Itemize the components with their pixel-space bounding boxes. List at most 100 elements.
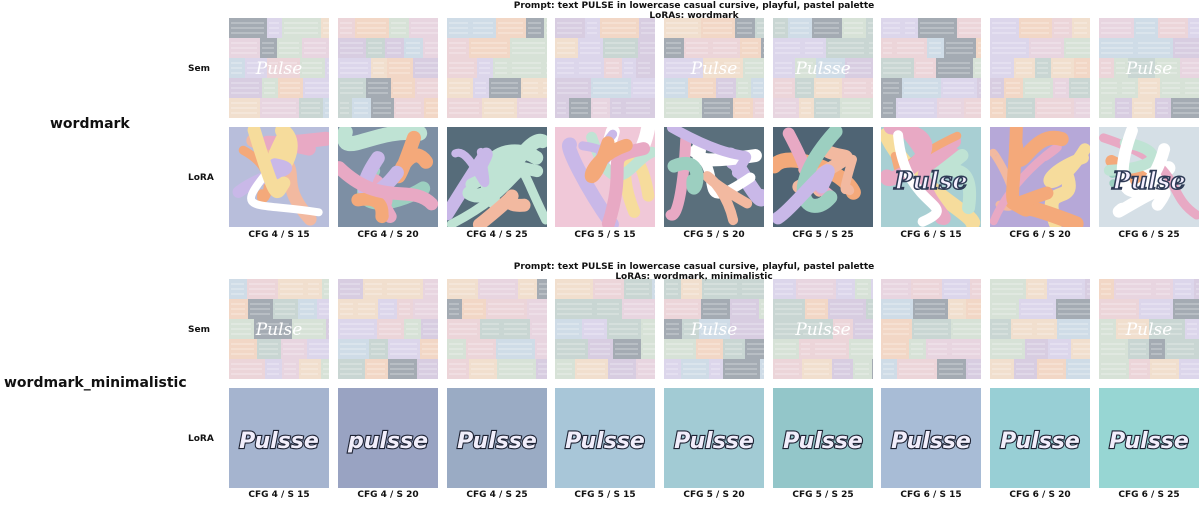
lora-image-wordmark_minimalistic-6: Pulsse [773, 388, 873, 488]
generated-image [555, 127, 655, 227]
column-label-2-5: CFG 5 / S 20 [660, 490, 768, 500]
sem-image-wordmark-1: Pulse [229, 18, 329, 118]
generated-image: pulsse [338, 388, 438, 488]
column-label-2-2: CFG 4 / S 20 [334, 490, 442, 500]
generated-image [664, 127, 764, 227]
generated-image [990, 279, 1090, 379]
generated-image: Pulsse [773, 279, 873, 379]
column-label-1-8: CFG 6 / S 20 [986, 230, 1094, 240]
row-label-sem-2: Sem [188, 325, 210, 335]
tile-word: Pulsse [565, 429, 645, 454]
generated-image [773, 127, 873, 227]
generated-image: Pulsse [990, 388, 1090, 488]
sem-image-wordmark-5: Pulse [664, 18, 764, 118]
sem-image-wordmark-6: Pulsse [773, 18, 873, 118]
sem-image-wordmark-7 [881, 18, 981, 118]
generated-image [447, 279, 547, 379]
generated-image: Pulsse [447, 388, 547, 488]
lora-image-wordmark-1 [229, 127, 329, 227]
tile-word: Pulsse [891, 429, 971, 454]
lora-image-wordmark-4 [555, 127, 655, 227]
generated-image [555, 279, 655, 379]
generated-image: Pulsse [1099, 388, 1199, 488]
column-label-1-9: CFG 6 / S 25 [1095, 230, 1200, 240]
generated-image: Pulse [1099, 279, 1199, 379]
lora-image-wordmark_minimalistic-7: Pulsse [881, 388, 981, 488]
sem-image-wordmark-8 [990, 18, 1090, 118]
generated-image [990, 18, 1090, 118]
lora-image-wordmark_minimalistic-5: Pulsse [664, 388, 764, 488]
tile-word: Pulsse [1000, 429, 1080, 454]
generated-image: Pulsse [555, 388, 655, 488]
tile-word: Pulsse [794, 320, 850, 340]
lora-image-wordmark_minimalistic-9: Pulsse [1099, 388, 1199, 488]
column-label-2-7: CFG 6 / S 15 [877, 490, 985, 500]
tile-word: Pulse [690, 320, 738, 340]
lora-image-wordmark-3 [447, 127, 547, 227]
generated-image: Pulsse [773, 388, 873, 488]
lora-image-wordmark_minimalistic-8: Pulsse [990, 388, 1090, 488]
sem-image-wordmark_minimalistic-2 [338, 279, 438, 379]
lora-image-wordmark_minimalistic-4: Pulsse [555, 388, 655, 488]
sem-image-wordmark_minimalistic-1: Pulse [229, 279, 329, 379]
tile-word: Pulsse [1109, 429, 1189, 454]
column-label-1-7: CFG 6 / S 15 [877, 230, 985, 240]
lora-image-wordmark-7: Pulse [881, 127, 981, 227]
generated-image: Pulse [1099, 18, 1199, 118]
column-label-1-4: CFG 5 / S 15 [551, 230, 659, 240]
row-label-sem-1: Sem [188, 64, 210, 74]
prompt-title-2: Prompt: text PULSE in lowercase casual c… [344, 262, 1044, 272]
group-label-wordmark: wordmark [50, 116, 130, 132]
generated-image [881, 18, 981, 118]
column-label-1-2: CFG 4 / S 20 [334, 230, 442, 240]
sem-image-wordmark_minimalistic-3 [447, 279, 547, 379]
column-label-2-6: CFG 5 / S 25 [769, 490, 877, 500]
lora-image-wordmark-8 [990, 127, 1090, 227]
column-label-1-3: CFG 4 / S 25 [443, 230, 551, 240]
tile-word: pulsse [347, 429, 428, 454]
generated-image [555, 18, 655, 118]
generated-image: Pulse [1099, 127, 1199, 227]
row-label-lora-2: LoRA [188, 434, 214, 444]
generated-image: Pulse [881, 127, 981, 227]
sem-image-wordmark_minimalistic-6: Pulsse [773, 279, 873, 379]
sem-image-wordmark_minimalistic-7 [881, 279, 981, 379]
generated-image: Pulsse [229, 388, 329, 488]
lora-image-wordmark_minimalistic-3: Pulsse [447, 388, 547, 488]
generated-image: Pulse [229, 279, 329, 379]
generated-image: Pulsse [881, 388, 981, 488]
generated-image [338, 18, 438, 118]
row-label-lora-1: LoRA [188, 173, 214, 183]
tile-word: Pulsse [239, 429, 319, 454]
tile-word: Pulsse [674, 429, 754, 454]
sem-image-wordmark-4 [555, 18, 655, 118]
column-label-2-3: CFG 4 / S 25 [443, 490, 551, 500]
generated-image: Pulse [664, 279, 764, 379]
column-label-1-6: CFG 5 / S 25 [769, 230, 877, 240]
lora-image-wordmark-6 [773, 127, 873, 227]
generated-image [447, 18, 547, 118]
lora-image-wordmark-2 [338, 127, 438, 227]
lora-image-wordmark_minimalistic-1: Pulsse [229, 388, 329, 488]
generated-image: Pulsse [664, 388, 764, 488]
column-label-1-1: CFG 4 / S 15 [225, 230, 333, 240]
generated-image [338, 127, 438, 227]
tile-word: Pulse [690, 59, 738, 79]
column-label-1-5: CFG 5 / S 20 [660, 230, 768, 240]
tile-word: Pulse [1111, 166, 1185, 195]
sem-image-wordmark-3 [447, 18, 547, 118]
group-label-wordmark-minimalistic: wordmark_minimalistic [4, 375, 187, 391]
generated-image: Pulse [664, 18, 764, 118]
generated-image [338, 279, 438, 379]
tile-word: Pulse [255, 320, 303, 340]
tile-word: Pulse [893, 166, 967, 195]
sem-image-wordmark_minimalistic-9: Pulse [1099, 279, 1199, 379]
generated-image [881, 279, 981, 379]
sem-image-wordmark-2 [338, 18, 438, 118]
lora-image-wordmark_minimalistic-2: pulsse [338, 388, 438, 488]
sem-image-wordmark-9: Pulse [1099, 18, 1199, 118]
sem-image-wordmark_minimalistic-8 [990, 279, 1090, 379]
generated-image: Pulse [229, 18, 329, 118]
generated-image [229, 127, 329, 227]
tile-word: Pulsse [794, 59, 850, 79]
